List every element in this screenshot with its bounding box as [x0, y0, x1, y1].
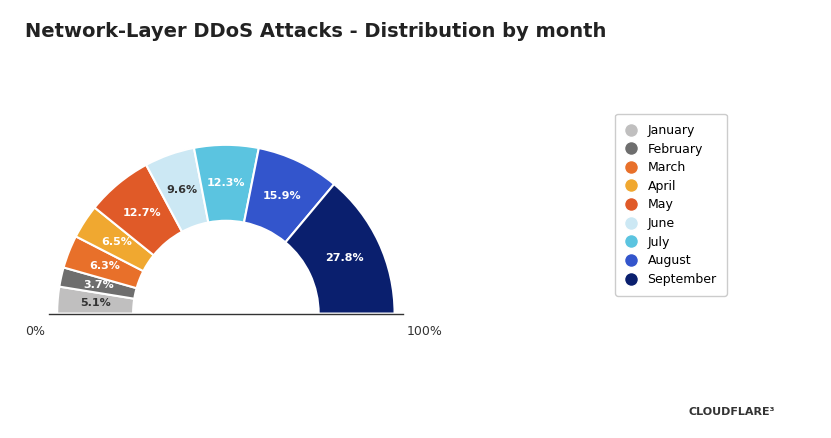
- Text: 100%: 100%: [406, 325, 442, 339]
- Text: 6.5%: 6.5%: [101, 237, 132, 247]
- Text: 9.6%: 9.6%: [166, 185, 198, 195]
- Text: 12.7%: 12.7%: [123, 208, 162, 218]
- Wedge shape: [146, 148, 209, 232]
- Wedge shape: [95, 165, 182, 255]
- Text: 6.3%: 6.3%: [89, 261, 120, 271]
- Wedge shape: [57, 286, 135, 314]
- Text: 5.1%: 5.1%: [80, 298, 111, 308]
- Wedge shape: [194, 145, 258, 223]
- Text: 15.9%: 15.9%: [263, 191, 302, 201]
- Wedge shape: [64, 237, 144, 288]
- Text: 0%: 0%: [26, 325, 46, 339]
- Text: CLOUDFLARE³: CLOUDFLARE³: [688, 407, 774, 417]
- Wedge shape: [59, 268, 136, 299]
- Wedge shape: [76, 208, 154, 271]
- Wedge shape: [285, 184, 395, 314]
- Wedge shape: [244, 148, 334, 242]
- Legend: January, February, March, April, May, June, July, August, September: January, February, March, April, May, Ju…: [615, 114, 727, 296]
- Text: 27.8%: 27.8%: [325, 253, 364, 263]
- Text: Network-Layer DDoS Attacks - Distribution by month: Network-Layer DDoS Attacks - Distributio…: [25, 22, 607, 41]
- Text: 12.3%: 12.3%: [207, 178, 245, 188]
- Text: 3.7%: 3.7%: [83, 280, 114, 290]
